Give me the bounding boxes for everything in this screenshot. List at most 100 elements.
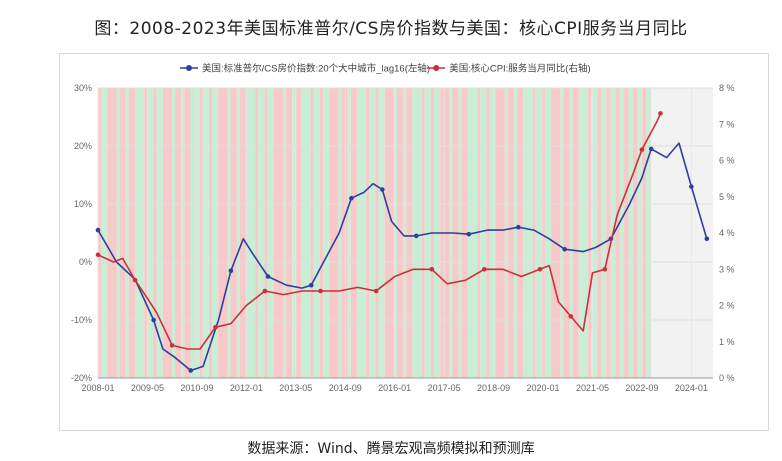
band	[218, 88, 228, 378]
gridlines	[97, 87, 713, 379]
band	[295, 88, 302, 378]
series-point-1	[704, 236, 710, 242]
band	[560, 88, 564, 378]
band	[551, 88, 561, 378]
x-tick-label: 2014-09	[329, 383, 362, 393]
x-tick-label: 2017-05	[428, 383, 461, 393]
band	[514, 88, 518, 378]
series-layer	[95, 111, 710, 373]
band	[507, 88, 515, 378]
x-tick-label: 2016-01	[378, 383, 411, 393]
series-point-2	[318, 288, 323, 294]
band	[267, 88, 274, 378]
band	[396, 88, 404, 378]
band	[255, 88, 259, 378]
left-tick-label: 0%	[79, 257, 92, 267]
right-tick-label: 4 %	[719, 228, 735, 238]
band	[375, 88, 379, 378]
x-tick-label: 2022-09	[625, 383, 658, 393]
band	[421, 88, 425, 378]
background-bands	[98, 88, 713, 378]
band	[504, 88, 508, 378]
left-tick-label: 30%	[74, 83, 92, 93]
series-point-1	[648, 146, 654, 152]
band	[517, 88, 524, 378]
series-point-2	[262, 288, 268, 294]
legend-swatch-marker	[433, 65, 440, 71]
band	[341, 88, 348, 378]
series-point-2	[95, 252, 101, 258]
x-tick-label: 2024-01	[675, 383, 708, 393]
band	[181, 88, 185, 378]
left-tick-label: -20%	[71, 373, 92, 383]
band	[393, 88, 397, 378]
right-tick-label: 5 %	[719, 192, 735, 202]
band	[412, 88, 422, 378]
band	[175, 88, 182, 378]
band	[125, 88, 129, 378]
x-tick-label: 2018-09	[477, 383, 510, 393]
series-point-2	[482, 266, 487, 272]
band	[347, 88, 351, 378]
series-point-1	[151, 317, 156, 323]
band	[286, 88, 293, 378]
legend-label: 美国:标准普尔/CS房价指数:20个大中城市_lag16(左轴)	[202, 63, 430, 75]
band	[578, 88, 589, 378]
x-tick-label: 2010-09	[180, 383, 213, 393]
legend-swatch-marker	[186, 65, 192, 71]
band	[329, 88, 339, 378]
band	[162, 88, 172, 378]
band	[597, 88, 602, 378]
series-point-1	[349, 195, 354, 201]
band	[461, 88, 468, 378]
right-tick-label: 3 %	[719, 264, 735, 274]
band	[144, 88, 148, 378]
band	[208, 88, 213, 378]
band	[282, 88, 287, 378]
band	[212, 88, 219, 378]
band	[273, 88, 283, 378]
band	[477, 88, 481, 378]
series-point-1	[466, 231, 472, 237]
band	[406, 88, 413, 378]
band	[495, 88, 505, 378]
band	[147, 88, 154, 378]
band	[624, 88, 629, 378]
series-point-2	[429, 266, 435, 272]
band	[199, 88, 203, 378]
series-point-2	[537, 266, 543, 272]
band	[366, 88, 370, 378]
band	[601, 88, 607, 378]
right-tick-label: 1 %	[719, 337, 735, 347]
band	[171, 88, 176, 378]
chart-svg: 30% 20% 10% 0% -10% -20% 8 % 7 % 6 % 5 % 4 % 3 % 2 %…	[71, 63, 735, 394]
series-point-2	[639, 147, 645, 152]
band	[310, 88, 314, 378]
right-tick-label: 8 %	[719, 83, 735, 93]
figure-title: 图：2008-2023年美国标准普尔/CS房价指数与美国：核心CPI服务当月同比	[94, 19, 688, 39]
band	[544, 88, 552, 378]
series-point-1	[689, 184, 694, 189]
series-point-2	[169, 343, 175, 348]
axis-labels: 30% 20% 10% 0% -10% -20% 8 % 7 % 6 % 5 % 4 % 3 % 2 %…	[71, 83, 735, 393]
band	[637, 88, 642, 378]
x-tick-label: 2013-05	[279, 383, 312, 393]
band	[588, 88, 592, 378]
series-line-1	[97, 142, 708, 372]
band	[264, 88, 268, 378]
band	[650, 88, 652, 378]
band	[116, 88, 120, 378]
series-point-1	[265, 274, 271, 279]
band	[101, 88, 108, 378]
legend: 美国:标准普尔/CS房价指数:20个大中城市_lag16(左轴) 美国:核心CPI…	[180, 63, 591, 75]
series-point-2	[658, 111, 663, 116]
x-tick-label: 2020-01	[527, 383, 560, 393]
band	[153, 88, 157, 378]
band	[107, 88, 117, 378]
band	[313, 88, 320, 378]
band	[119, 88, 126, 378]
band	[322, 88, 330, 378]
right-tick-label: 2 %	[719, 301, 735, 311]
band	[236, 88, 240, 378]
band	[156, 88, 163, 378]
